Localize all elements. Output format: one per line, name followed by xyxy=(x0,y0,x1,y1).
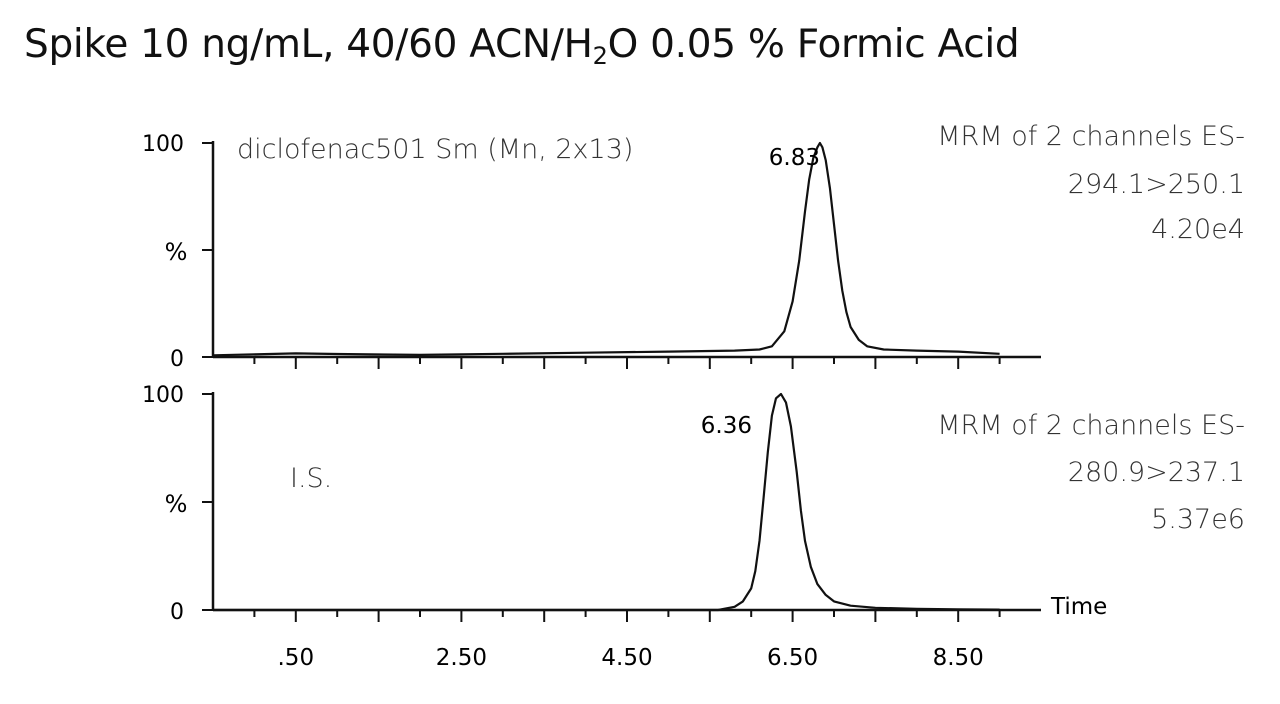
trace-bottom xyxy=(213,392,1000,612)
header-line-bottom-2: 5.37e6 xyxy=(1151,504,1245,535)
x-axis-label: Time xyxy=(1050,594,1107,620)
x-tick-label: 2.50 xyxy=(436,645,487,671)
header-line-top-2: 4.20e4 xyxy=(1151,214,1245,245)
y-tick-label-top-max: 100 xyxy=(142,132,184,157)
x-tick-label: .50 xyxy=(278,645,315,671)
header-line-top-1: 294.1>250.1 xyxy=(1068,169,1245,200)
header-line-bottom-1: 280.9>237.1 xyxy=(1068,457,1245,488)
x-tick-label: 4.50 xyxy=(601,645,652,671)
peak-label-bottom: 6.36 xyxy=(701,413,752,439)
header-line-bottom-0: MRM of 2 channels ES- xyxy=(937,410,1245,441)
y-axis-label-bottom: % xyxy=(165,490,188,518)
peak-label-top: 6.83 xyxy=(769,145,820,171)
trace-top xyxy=(212,141,1000,357)
y-tick-label-bottom-min: 0 xyxy=(170,600,184,625)
y-axis-label-top: % xyxy=(165,238,188,266)
y-tick-label-bottom-max: 100 xyxy=(142,383,184,408)
sample-label-top: diclofenac501 Sm (Mn, 2x13) xyxy=(237,134,633,165)
sample-label-bottom: I.S. xyxy=(290,463,332,494)
chart-title: Spike 10 ng/mL, 40/60 ACN/H2O 0.05 % For… xyxy=(24,22,1020,70)
x-tick-label: 6.50 xyxy=(767,645,818,671)
x-tick-label: 8.50 xyxy=(933,645,984,671)
y-tick-label-top-min: 0 xyxy=(170,347,184,372)
header-line-top-0: MRM of 2 channels ES- xyxy=(937,121,1245,152)
